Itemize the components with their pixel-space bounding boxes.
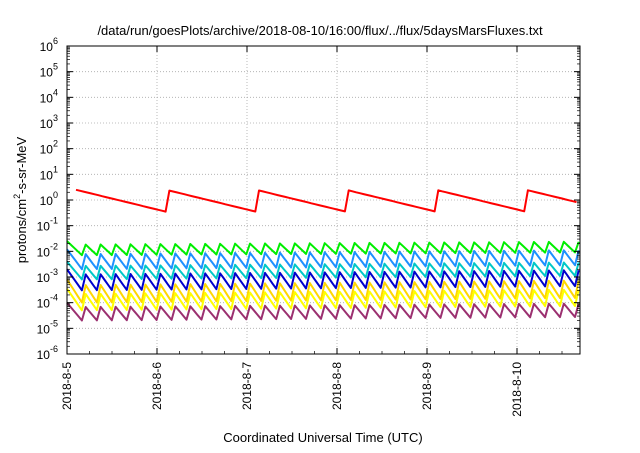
series-line-3 — [66, 248, 580, 271]
y-tick-base: 10 — [37, 297, 51, 311]
x-tick-labels: 2018-8-5 2018-8-6 2018-8-7 2018-8-8 2018-8-9… — [60, 362, 524, 417]
x-axis-label: Coordinated Universal Time (UTC) — [223, 430, 422, 445]
x-tick-label: 2018-8-5 — [60, 362, 74, 410]
y-tick-base: 10 — [40, 168, 54, 182]
y-axis-label-base: protons/cm — [14, 199, 29, 263]
y-tick-base: 10 — [40, 40, 54, 54]
x-tick-label: 2018-8-7 — [240, 362, 254, 410]
y-tick-exponent: -3 — [50, 267, 58, 277]
series-group — [66, 188, 580, 322]
y-tick-base: 10 — [37, 322, 51, 336]
y-tick-base: 10 — [40, 194, 54, 208]
y-tick-exponent: -5 — [50, 318, 58, 328]
y-tick-base: 10 — [37, 220, 51, 234]
series-line-8 — [66, 302, 580, 322]
y-tick-exponent: 5 — [53, 62, 58, 72]
chart-title: /data/run/goesPlots/archive/2018-08-10/1… — [97, 23, 543, 38]
y-tick-base: 10 — [40, 117, 54, 131]
y-tick-base: 10 — [37, 348, 51, 362]
y-axis-label-superscript: 2 — [12, 194, 22, 199]
y-tick-label: 10-4 — [37, 293, 58, 311]
y-tick-label: 106 — [40, 36, 58, 54]
series-line-6 — [66, 278, 580, 304]
y-tick-exponent: -6 — [50, 344, 58, 354]
y-tick-label: 103 — [40, 113, 58, 131]
y-tick-exponent: 2 — [53, 139, 58, 149]
y-tick-label: 100 — [40, 190, 58, 208]
y-tick-label: 10-5 — [37, 318, 58, 336]
x-tick-label: 2018-8-8 — [330, 362, 344, 410]
y-tick-label: 10-1 — [37, 216, 58, 234]
series-line-7 — [66, 288, 580, 312]
y-axis-label: protons/cm2-s-sr-MeV — [12, 136, 29, 263]
series-line-1 — [75, 188, 577, 213]
y-tick-label: 10-6 — [37, 344, 58, 362]
y-tick-exponent: -1 — [50, 216, 58, 226]
y-tick-label: 101 — [40, 164, 58, 182]
series-line-5 — [66, 268, 580, 292]
y-tick-base: 10 — [40, 91, 54, 105]
x-tick-label: 2018-8-10 — [510, 362, 524, 417]
y-tick-label: 104 — [40, 87, 58, 105]
y-tick-exponent: 4 — [53, 87, 58, 97]
tick-marks — [66, 45, 580, 355]
y-tick-label: 10-3 — [37, 267, 58, 285]
y-tick-label: 10-2 — [37, 241, 58, 259]
y-tick-base: 10 — [40, 66, 54, 80]
y-tick-base: 10 — [40, 143, 54, 157]
y-tick-exponent: 6 — [53, 36, 58, 46]
y-tick-labels: 10-610-510-410-310-210-11001011021031041… — [37, 36, 58, 362]
y-tick-exponent: -4 — [50, 293, 58, 303]
y-tick-exponent: -2 — [50, 241, 58, 251]
y-tick-label: 102 — [40, 139, 58, 157]
y-tick-base: 10 — [37, 245, 51, 259]
x-tick-label: 2018-8-6 — [150, 362, 164, 410]
x-tick-label: 2018-8-9 — [420, 362, 434, 410]
y-tick-exponent: 3 — [53, 113, 58, 123]
y-tick-exponent: 1 — [53, 164, 58, 174]
y-axis-label-rest: -s-sr-MeV — [14, 136, 29, 193]
y-tick-base: 10 — [37, 271, 51, 285]
y-tick-label: 105 — [40, 62, 58, 80]
series-line-4 — [66, 260, 580, 281]
series-line-2 — [66, 240, 580, 257]
grid-lines — [67, 46, 580, 354]
y-tick-exponent: 0 — [53, 190, 58, 200]
